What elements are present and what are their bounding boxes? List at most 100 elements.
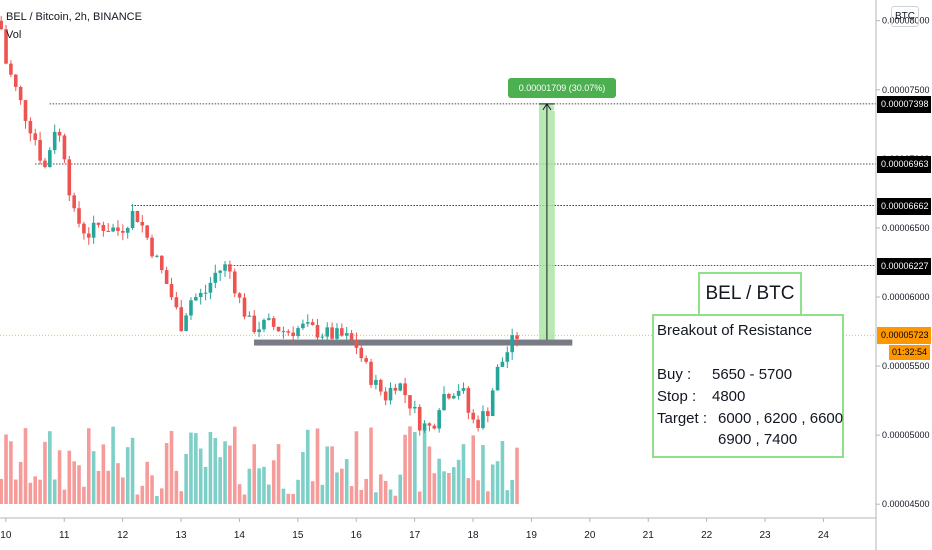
- volume-bar: [159, 488, 164, 504]
- volume-bar: [52, 479, 57, 504]
- volume-bar: [325, 446, 330, 504]
- volume-bar: [96, 470, 101, 504]
- y-tick-label: 0.00006000: [882, 292, 930, 302]
- target-value-1: 6000 , 6200 , 6600: [718, 410, 844, 427]
- volume-bars: [0, 426, 519, 504]
- volume-bar: [500, 440, 505, 504]
- volume-bar: [271, 460, 276, 504]
- candle-body: [179, 307, 184, 332]
- candle-body: [403, 383, 407, 396]
- candle-body: [510, 335, 514, 353]
- resistance-bar: [254, 339, 573, 346]
- volume-bar: [57, 450, 62, 504]
- volume-bar: [432, 473, 437, 504]
- candle-body: [0, 20, 3, 30]
- volume-bar: [28, 482, 33, 504]
- volume-bar: [490, 464, 495, 504]
- candle-body: [33, 133, 38, 140]
- candle-body: [9, 63, 13, 75]
- candle-body: [145, 225, 149, 238]
- price-label: 0.00006963: [877, 155, 931, 173]
- volume-bar: [466, 478, 471, 504]
- candle-body: [388, 387, 393, 401]
- y-tick-label: 0.00005500: [882, 361, 930, 371]
- volume-bar: [383, 480, 388, 504]
- candle-body: [417, 406, 422, 431]
- volume-bar: [174, 470, 179, 504]
- volume-bar: [145, 461, 149, 504]
- candle-body: [505, 352, 510, 362]
- candle-body: [490, 390, 495, 417]
- candle-body: [242, 297, 247, 317]
- candle-body: [237, 293, 242, 298]
- volume-bar: [476, 480, 480, 504]
- candle-body: [369, 361, 373, 385]
- candle-body: [305, 322, 310, 324]
- volume-bar: [0, 478, 3, 504]
- volume-bar: [101, 444, 106, 504]
- candle-body: [252, 315, 257, 333]
- volume-bar: [505, 490, 510, 504]
- candle-body: [413, 406, 417, 409]
- candle-body: [116, 227, 120, 231]
- candle-body: [48, 150, 52, 168]
- y-tick-label: 0.00004500: [882, 499, 930, 509]
- x-tick-label: 12: [117, 530, 129, 541]
- volume-bar: [237, 484, 242, 504]
- candle-body: [437, 410, 441, 429]
- candle-body: [43, 160, 47, 168]
- volume-bar: [247, 468, 252, 504]
- volume-bar: [169, 430, 174, 504]
- x-tick-label: 10: [0, 530, 12, 541]
- candles: [0, 16, 519, 436]
- volume-bar: [33, 476, 38, 504]
- volume-bar: [62, 489, 67, 504]
- volume-bar: [208, 431, 213, 504]
- bar-countdown-timer: 01:32:54: [889, 345, 930, 361]
- price-range-measure[interactable]: [539, 102, 555, 344]
- candle-body: [189, 300, 193, 316]
- stop-label: Stop :: [657, 388, 697, 405]
- annotation-title: BEL / BTC: [698, 272, 802, 316]
- volume-bar: [515, 447, 519, 504]
- volume-bar: [198, 448, 203, 504]
- volume-bar: [218, 457, 222, 504]
- candle-body: [194, 296, 198, 301]
- candle-body: [52, 131, 57, 151]
- currency-button[interactable]: BTC: [891, 6, 919, 27]
- volume-bar: [461, 444, 466, 504]
- measure-arrowhead: [542, 102, 552, 111]
- candle-body: [77, 208, 81, 224]
- volume-bar: [86, 428, 91, 504]
- volume-bar: [116, 463, 120, 504]
- volume-bar: [257, 468, 261, 504]
- volume-bar: [232, 426, 237, 504]
- candle-body: [223, 264, 227, 271]
- annotation-heading: Breakout of Resistance: [657, 322, 813, 339]
- resistance-line[interactable]: [254, 339, 573, 346]
- candle-body: [159, 255, 164, 271]
- candle-body: [140, 221, 145, 226]
- volume-bar: [349, 486, 354, 504]
- x-tick-label: 16: [351, 530, 363, 541]
- candle-body: [96, 222, 101, 225]
- candle-body: [349, 333, 354, 341]
- candle-body: [232, 271, 237, 294]
- volume-bar: [398, 474, 403, 504]
- candle-body: [374, 379, 378, 385]
- y-tick-label: 0.00007500: [882, 85, 930, 95]
- volume-bar: [427, 446, 432, 504]
- candle-body: [72, 195, 76, 209]
- candle-body: [91, 222, 96, 238]
- volume-bar: [276, 444, 281, 504]
- volume-bar: [262, 466, 266, 504]
- x-tick-label: 24: [818, 530, 830, 541]
- volume-bar: [296, 479, 300, 504]
- candle-body: [495, 366, 500, 391]
- candle-body: [218, 270, 222, 273]
- volume-bar: [189, 432, 193, 504]
- volume-bar: [442, 471, 446, 504]
- volume-bar: [481, 445, 485, 504]
- volume-bar: [378, 474, 383, 504]
